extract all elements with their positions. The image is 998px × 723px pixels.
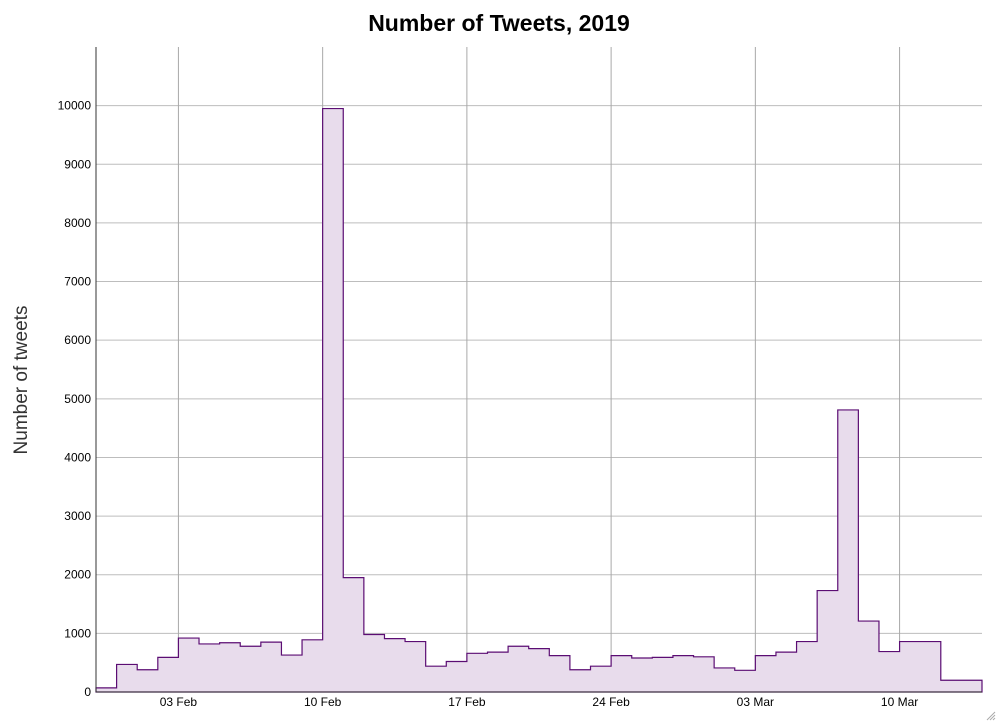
data-bin bbox=[611, 656, 632, 692]
y-tick-label: 7000 bbox=[64, 275, 91, 289]
y-tick-label: 3000 bbox=[64, 509, 91, 523]
data-bin bbox=[302, 640, 323, 692]
data-bin bbox=[797, 642, 818, 692]
data-bin bbox=[570, 670, 591, 692]
data-bin bbox=[487, 652, 508, 692]
chart-title: Number of Tweets, 2019 bbox=[368, 10, 630, 36]
data-bin bbox=[529, 649, 550, 692]
data-bin bbox=[240, 646, 261, 692]
x-tick-label: 17 Feb bbox=[448, 695, 486, 709]
y-tick-label: 8000 bbox=[64, 216, 91, 230]
y-tick-label: 5000 bbox=[64, 392, 91, 406]
data-bin bbox=[776, 652, 797, 692]
data-bin bbox=[858, 621, 879, 692]
data-bin bbox=[755, 656, 776, 692]
data-bin bbox=[261, 642, 282, 692]
data-bin bbox=[364, 635, 385, 692]
data-bin bbox=[900, 642, 921, 692]
data-bin bbox=[508, 646, 529, 692]
data-bin bbox=[817, 591, 838, 692]
data-bin bbox=[384, 639, 405, 692]
y-tick-label: 2000 bbox=[64, 568, 91, 582]
y-tick-label: 6000 bbox=[64, 333, 91, 347]
x-tick-label: 03 Mar bbox=[737, 695, 774, 709]
data-bin bbox=[117, 664, 138, 692]
series-area bbox=[95, 107, 983, 693]
data-bin bbox=[735, 670, 756, 692]
data-bin bbox=[323, 109, 344, 692]
data-bin bbox=[879, 652, 900, 692]
data-bin bbox=[838, 410, 859, 692]
data-bin bbox=[96, 688, 117, 692]
y-tick-label: 4000 bbox=[64, 450, 91, 464]
data-bin bbox=[673, 656, 694, 692]
x-tick-label: 24 Feb bbox=[592, 695, 630, 709]
data-bin bbox=[426, 666, 447, 692]
data-bin bbox=[405, 642, 426, 692]
data-bin bbox=[178, 638, 199, 692]
data-bin bbox=[920, 642, 941, 692]
data-bin bbox=[199, 644, 220, 692]
data-bin bbox=[591, 666, 612, 692]
x-tick-label: 10 Mar bbox=[881, 695, 918, 709]
data-bin bbox=[467, 653, 488, 692]
y-tick-label: 0 bbox=[84, 685, 91, 699]
data-bin bbox=[961, 680, 982, 692]
y-tick-label: 9000 bbox=[64, 157, 91, 171]
x-tick-label: 03 Feb bbox=[160, 695, 198, 709]
x-tick-label: 10 Feb bbox=[304, 695, 342, 709]
data-bin bbox=[714, 668, 735, 692]
data-bin bbox=[220, 643, 241, 692]
data-bin bbox=[941, 680, 962, 692]
data-bin bbox=[694, 657, 715, 692]
data-bin bbox=[343, 578, 364, 692]
data-bin bbox=[137, 670, 158, 692]
data-bin bbox=[158, 657, 179, 692]
resize-grip-icon[interactable] bbox=[984, 709, 996, 721]
y-tick-label: 1000 bbox=[64, 626, 91, 640]
data-bin bbox=[446, 662, 467, 692]
data-bin bbox=[549, 656, 570, 692]
data-bin bbox=[652, 657, 673, 692]
data-bin bbox=[632, 658, 653, 692]
data-bin bbox=[281, 655, 302, 692]
y-tick-label: 10000 bbox=[58, 99, 92, 113]
